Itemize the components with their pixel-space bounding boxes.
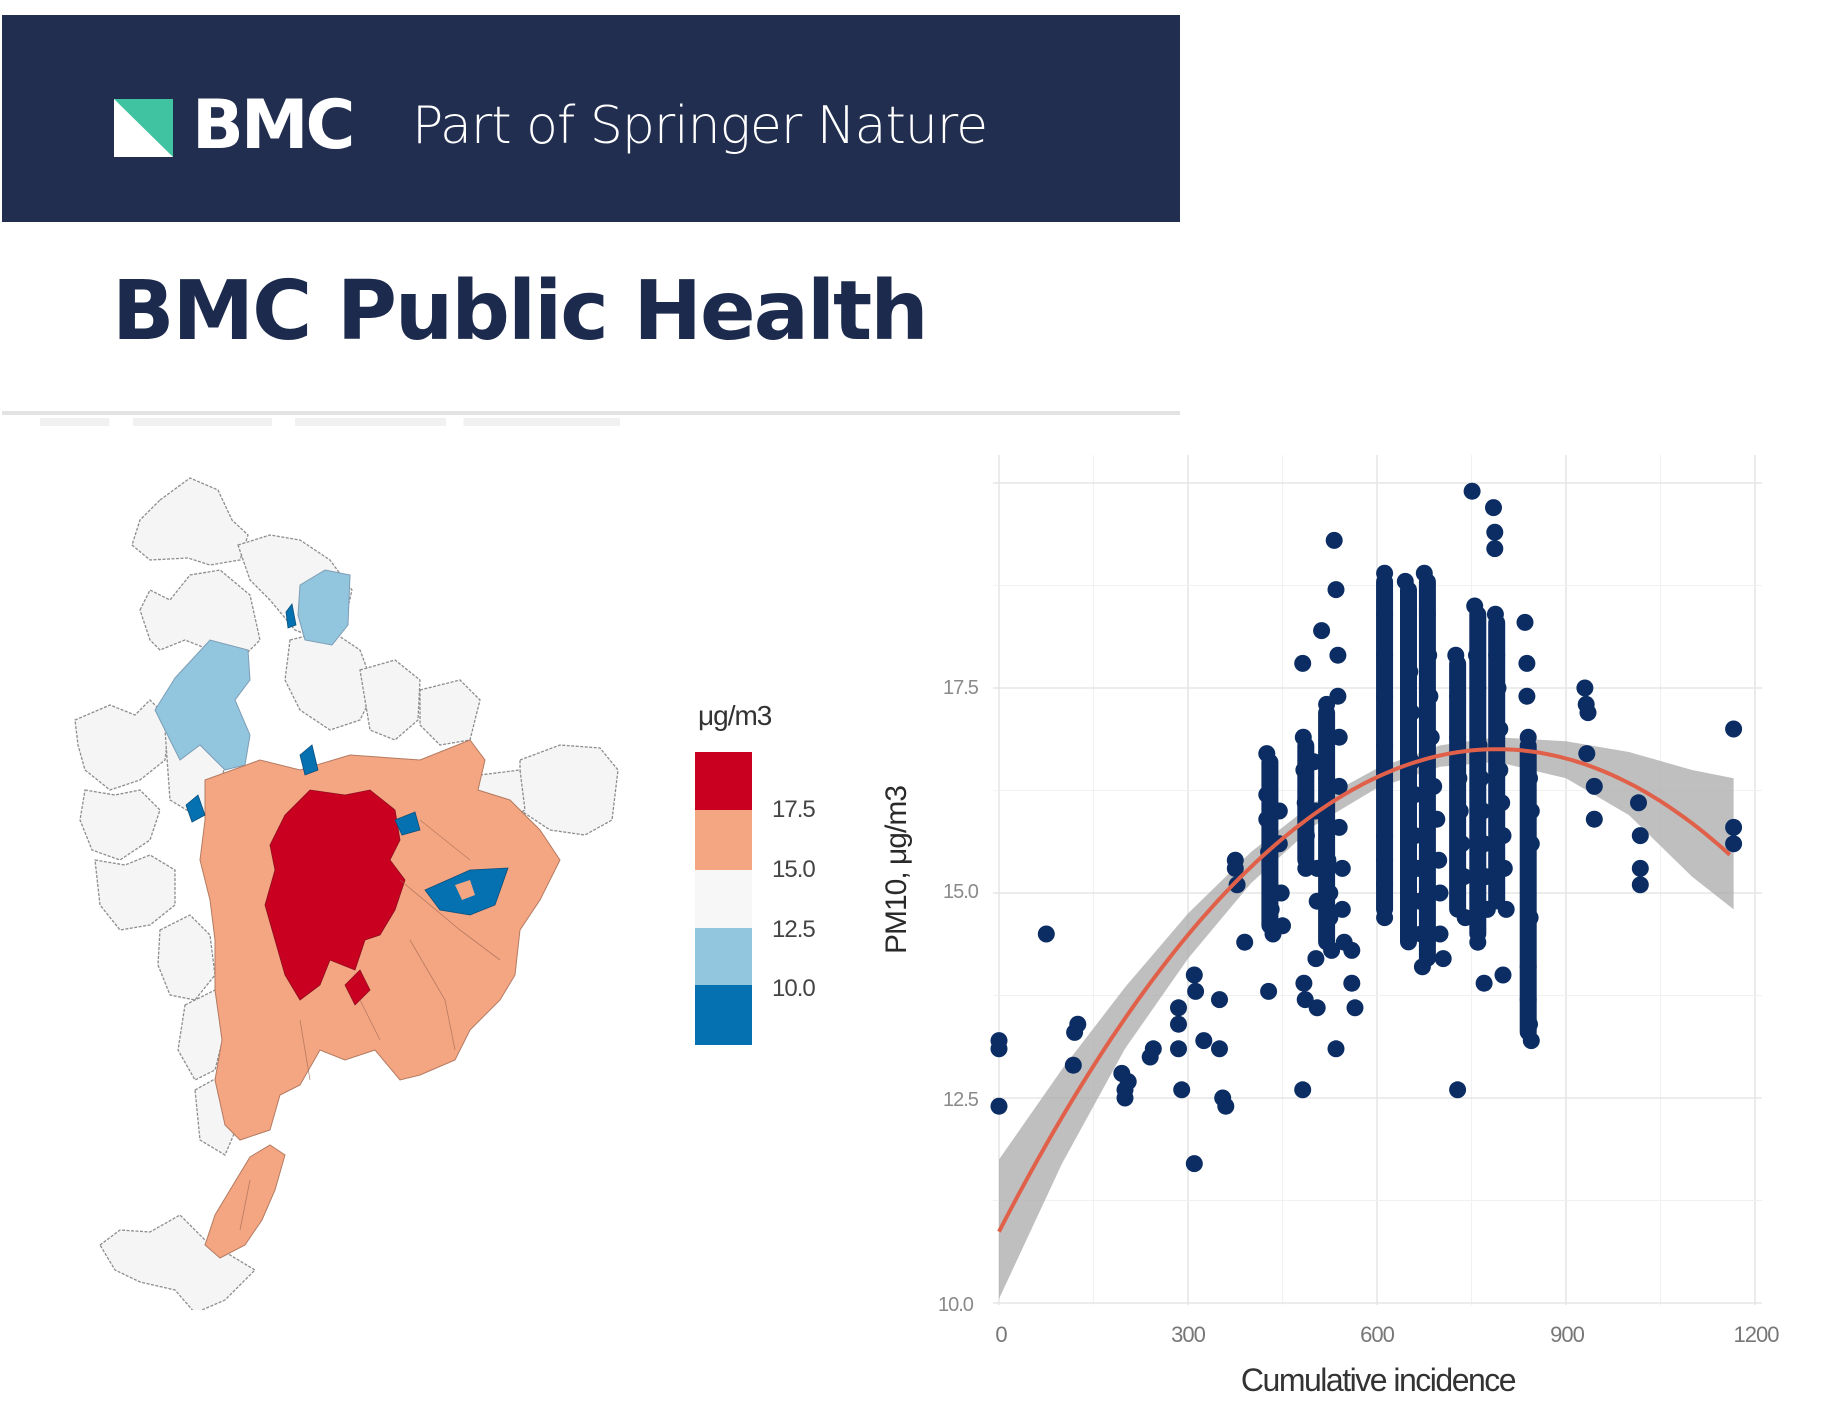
pm10-choropleth-map xyxy=(74,477,619,1310)
map-legend: μg/m3 17.5 15.0 12.5 10.0 xyxy=(690,700,830,1060)
legend-swatch-salmon xyxy=(695,810,752,870)
y-tick-label: 17.5 xyxy=(943,677,979,699)
y-tick-label: 12.5 xyxy=(943,1089,979,1111)
legend-swatch-red xyxy=(695,752,752,810)
bmc-logo-icon xyxy=(114,99,173,157)
x-tick-label: 1200 xyxy=(1733,1322,1780,1347)
x-tick-label: 0 xyxy=(995,1322,1007,1347)
legend-label: 15.0 xyxy=(772,856,816,883)
scatter-points xyxy=(990,482,1743,1173)
legend-swatch-white xyxy=(695,870,752,928)
brand-tagline: Part of Springer Nature xyxy=(412,96,988,156)
x-tick-label: 300 xyxy=(1171,1322,1206,1347)
legend-swatch-blue xyxy=(695,985,752,1045)
y-axis-title: PM10, μg/m3 xyxy=(879,785,913,955)
publisher-header-bar: BMC Part of Springer Nature xyxy=(2,15,1180,222)
legend-title: μg/m3 xyxy=(698,700,772,731)
legend-label: 17.5 xyxy=(772,796,816,823)
y-tick-label: 10.0 xyxy=(938,1294,974,1316)
y-tick-label: 15.0 xyxy=(943,881,979,903)
journal-title: BMC Public Health xyxy=(112,264,929,359)
legend-swatch-lightblue xyxy=(695,928,752,985)
legend-label: 12.5 xyxy=(772,916,816,943)
legend-label: 10.0 xyxy=(772,975,816,1002)
x-tick-label: 600 xyxy=(1360,1322,1395,1347)
brand-name: BMC xyxy=(192,86,355,165)
header-divider xyxy=(2,411,1180,415)
x-axis-title: Cumulative incidence xyxy=(1240,1362,1517,1398)
pm10-vs-incidence-scatter xyxy=(990,455,1762,1305)
fit-curve xyxy=(997,747,1732,1233)
x-tick-label: 900 xyxy=(1550,1322,1585,1347)
confidence-band xyxy=(999,737,1734,1299)
cropped-caption-text xyxy=(40,418,620,426)
